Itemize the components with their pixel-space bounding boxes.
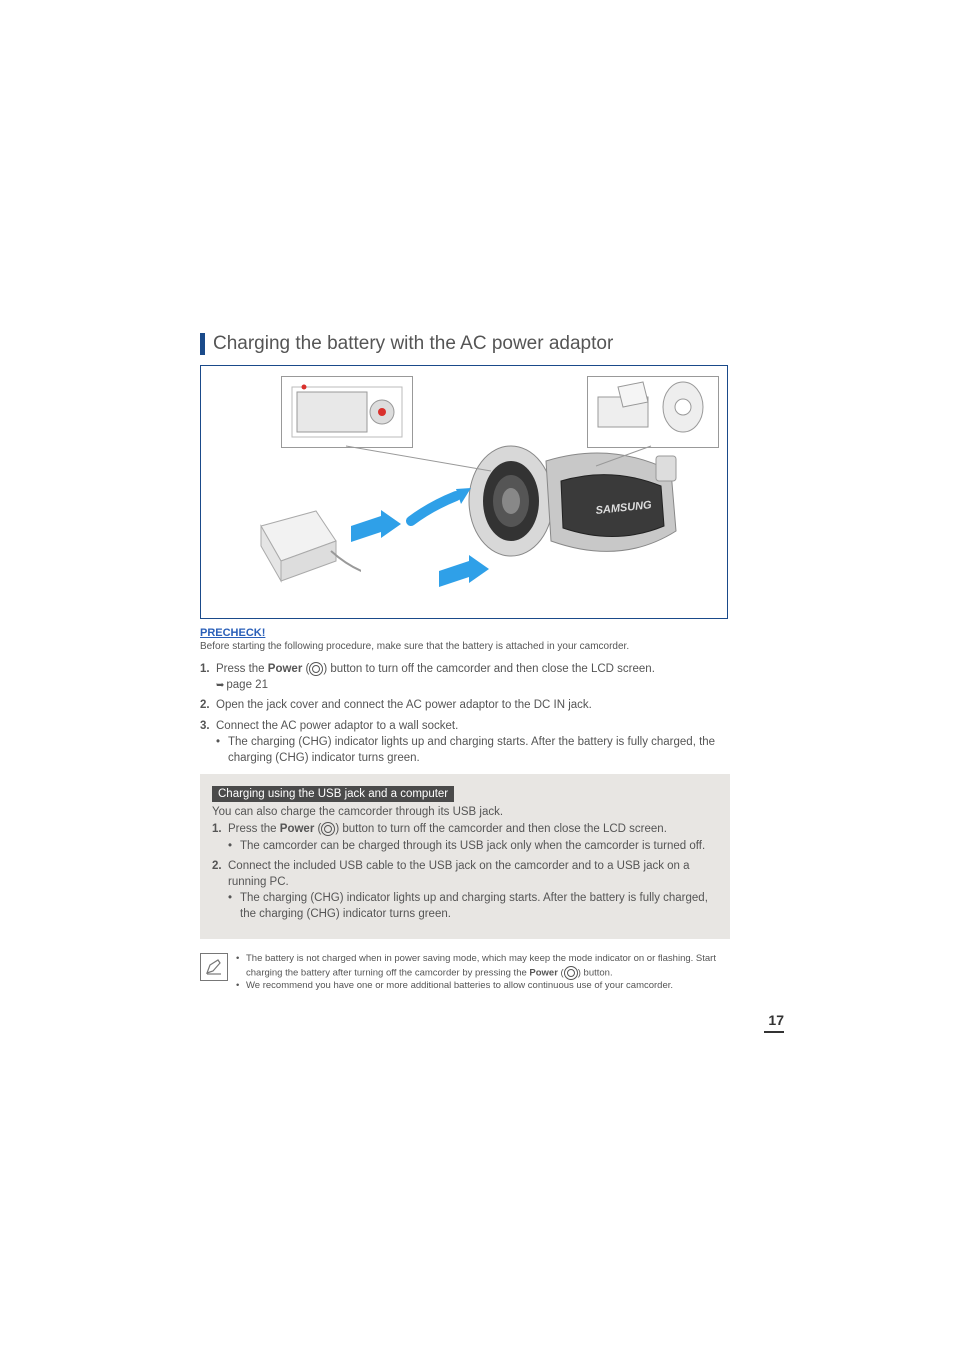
step-text-post2: ) button to turn off the camcorder and t…: [323, 663, 655, 675]
heading-bar: [200, 333, 205, 355]
usb-charging-box: Charging using the USB jack and a comput…: [200, 774, 730, 939]
step-num: 2.: [200, 698, 216, 714]
step-sub-text: The charging (CHG) indicator lights up a…: [228, 735, 730, 766]
step-sub: • The charging (CHG) indicator lights up…: [216, 735, 730, 766]
step-sub: • The camcorder can be charged through i…: [228, 839, 718, 855]
bullet-icon: •: [228, 891, 240, 922]
step-text: Connect the included USB cable to the US…: [228, 860, 690, 888]
step-text-post: (: [302, 663, 309, 675]
step-text-post: (: [314, 823, 321, 835]
note-post2: ) button.: [578, 967, 613, 978]
charging-figure: SAMSUNG: [200, 365, 728, 619]
step-3: 3. Connect the AC power adaptor to a wal…: [200, 719, 730, 767]
step-num: 3.: [200, 719, 216, 767]
step-bold: Power: [268, 663, 303, 675]
usb-title: Charging using the USB jack and a comput…: [212, 786, 454, 802]
step-text-pre: Press the: [216, 663, 268, 675]
step-sub: • The charging (CHG) indicator lights up…: [228, 891, 718, 922]
precheck-text: Before starting the following procedure,…: [200, 641, 730, 652]
step-num: 1.: [212, 822, 228, 854]
power-icon: [564, 966, 578, 980]
page-number-underline: [764, 1031, 784, 1033]
note-bullet-2: • We recommend you have one or more addi…: [236, 980, 730, 992]
step-body: Connect the included USB cable to the US…: [228, 859, 718, 922]
usb-step-2: 2. Connect the included USB cable to the…: [212, 859, 718, 922]
step-num: 1.: [200, 662, 216, 693]
note-text: • The battery is not charged when in pow…: [236, 953, 730, 992]
step-body: Connect the AC power adaptor to a wall s…: [216, 719, 730, 767]
step-body: Open the jack cover and connect the AC p…: [216, 698, 730, 714]
page-ref: page 21: [216, 679, 268, 691]
step-sub-text: The charging (CHG) indicator lights up a…: [240, 891, 718, 922]
note-post: (: [558, 967, 564, 978]
page-number: 17: [764, 1012, 784, 1033]
usb-step-1: 1. Press the Power ( ) button to turn off…: [212, 822, 718, 854]
bullet-icon: •: [228, 839, 240, 855]
section-heading: Charging the battery with the AC power a…: [200, 333, 730, 355]
bullet-icon: •: [216, 735, 228, 766]
bullet-icon: •: [236, 953, 246, 979]
heading-title: Charging the battery with the AC power a…: [213, 333, 613, 355]
note-box: • The battery is not charged when in pow…: [200, 953, 730, 992]
page-number-value: 17: [768, 1012, 784, 1028]
step-bold: Power: [280, 823, 315, 835]
bullet-icon: •: [236, 980, 246, 992]
step-sub-text: The camcorder can be charged through its…: [240, 839, 705, 855]
note-line: The battery is not charged when in power…: [246, 953, 730, 979]
step-text: Connect the AC power adaptor to a wall s…: [216, 720, 458, 732]
note-line: We recommend you have one or more additi…: [246, 980, 673, 992]
step-num: 2.: [212, 859, 228, 922]
usb-intro: You can also charge the camcorder throug…: [212, 806, 718, 818]
power-icon: [309, 662, 323, 676]
note-bullet-1: • The battery is not charged when in pow…: [236, 953, 730, 979]
note-bold: Power: [529, 967, 558, 978]
step-body: Press the Power ( ) button to turn off th…: [216, 662, 730, 693]
note-icon: [200, 953, 228, 981]
pencil-note-icon: [204, 957, 224, 977]
power-icon: [321, 822, 335, 836]
step-body: Press the Power ( ) button to turn off th…: [228, 822, 718, 854]
figure-arrows: [201, 366, 727, 618]
step-1: 1. Press the Power ( ) button to turn off…: [200, 662, 730, 693]
step-text-pre: Press the: [228, 823, 280, 835]
note-pre: The battery is not charged when in power…: [246, 953, 716, 978]
step-text-post2: ) button to turn off the camcorder and t…: [335, 823, 667, 835]
step-2: 2. Open the jack cover and connect the A…: [200, 698, 730, 714]
precheck-label: PRECHECK!: [200, 627, 730, 639]
